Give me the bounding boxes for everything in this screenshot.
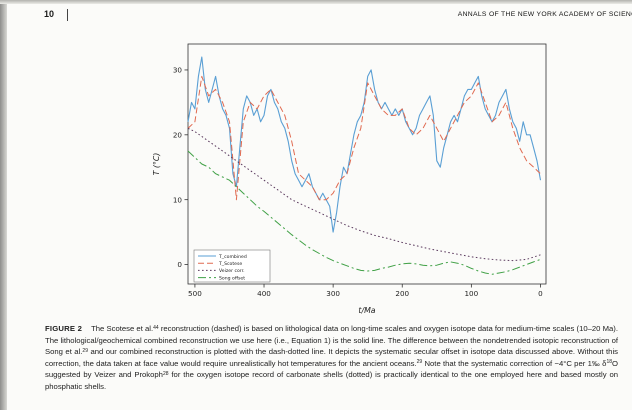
legend-box (193, 249, 271, 283)
series-song-offset (187, 150, 541, 275)
scan-edge-left (0, 0, 7, 410)
legend-label: T_combined (218, 254, 247, 260)
caption-segment: The Scotese et al. (91, 324, 154, 333)
series-t-combined (187, 56, 542, 233)
series-veizer-corr- (187, 127, 541, 262)
x-tick-label: 200 (395, 289, 409, 298)
caption-segment: for the oxygen isotope record of carbona… (45, 370, 618, 391)
header-divider (67, 9, 68, 21)
caption-segment: and our combined reconstruction is plott… (45, 347, 618, 368)
x-tick-label: 0 (538, 289, 543, 298)
y-axis-label: T (°C) (152, 153, 161, 176)
y-tick-label: 20 (173, 130, 183, 139)
x-axis-label: t/Ma (358, 306, 375, 315)
x-tick-label: 100 (464, 289, 478, 298)
temperature-chart: 500 400 300 200 100 0 0 10 20 30 t/Ma T (°C) T_combi… (148, 36, 558, 318)
journal-name: ANNALS OF THE NEW YORK ACADEMY OF SCIENC… (457, 11, 632, 18)
x-tick-label: 400 (257, 289, 271, 298)
figure-caption: FIGURE 2 The Scotese et al.44 reconstruct… (45, 323, 618, 392)
x-tick-label: 500 (188, 289, 202, 298)
page-number: 10 (44, 9, 55, 19)
plot-frame (187, 43, 547, 285)
figure-label: FIGURE 2 (45, 324, 83, 333)
citation-superscript: 28 (162, 370, 169, 377)
scan-edge-top (0, 0, 632, 4)
series-t-scotese (187, 75, 541, 201)
figure-caption-text: The Scotese et al.44 reconstruction (das… (45, 324, 618, 391)
caption-segment: O suggested by Veizer and Prokoph (45, 358, 618, 380)
citation-superscript: 44 (153, 324, 159, 331)
citation-superscript: 18 (606, 359, 613, 366)
citation-superscript: 29 (416, 359, 423, 366)
x-tick-label: 300 (326, 289, 340, 298)
page-header: 10 ANNALS OF THE NEW YORK ACADEMY OF SCI… (0, 9, 632, 23)
caption-segment: reconstruction (dashed) is based on lith… (45, 324, 618, 357)
citation-superscript: 29 (82, 347, 88, 354)
y-tick-label: 10 (173, 195, 183, 204)
y-tick-label: 0 (177, 260, 182, 269)
y-tick-label: 30 (173, 66, 183, 75)
legend-label: T_Scotese (218, 261, 242, 267)
legend-label: Veizer corr. (219, 268, 245, 274)
caption-segment: Note that the systematic correction of −… (422, 358, 607, 368)
chart-svg: 500 400 300 200 100 0 0 10 20 30 t/Ma T (°C) T_combi… (152, 43, 547, 315)
legend-label: Song offset (219, 275, 245, 281)
